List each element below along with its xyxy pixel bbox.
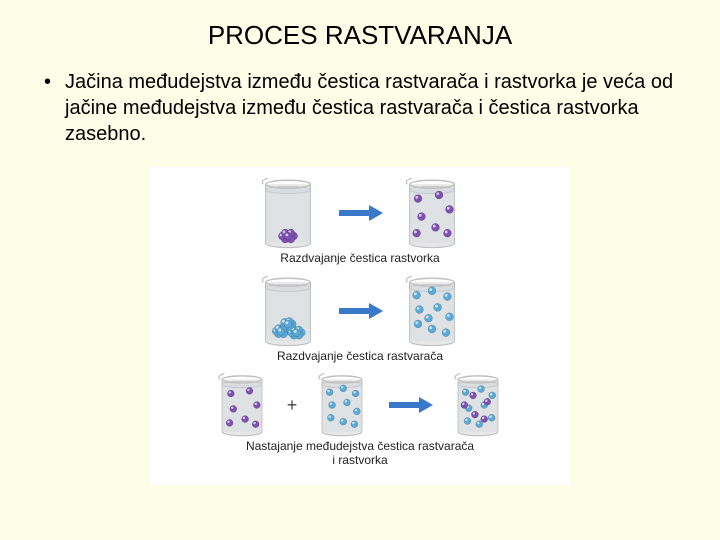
arrow-icon xyxy=(387,395,433,415)
beaker-solvent-packed xyxy=(253,275,323,347)
figure-area: Razdvajanje čestica rastvorka Razdvajanj… xyxy=(150,167,570,485)
figure-caption: Razdvajanje čestica rastvorka xyxy=(170,251,550,265)
plus-icon: + xyxy=(287,395,298,416)
figure-row xyxy=(170,177,550,249)
beaker-mixed xyxy=(447,373,509,437)
beaker-solvent-dispersed xyxy=(311,373,373,437)
bullet-item: • Jačina međudejstva između čestica rast… xyxy=(40,69,680,147)
figure-caption: Razdvajanje čestica rastvarača xyxy=(170,349,550,363)
slide-title: PROCES RASTVARANJA xyxy=(40,20,680,51)
arrow-icon xyxy=(337,301,383,321)
arrow-icon xyxy=(337,203,383,223)
figure-caption: Nastajanje međudejstva čestica rastvarač… xyxy=(170,439,550,467)
beaker-solvent-dispersed xyxy=(397,275,467,347)
bullet-text: Jačina međudejstva između čestica rastva… xyxy=(65,69,680,147)
figure-row: + xyxy=(170,373,550,437)
figure-row xyxy=(170,275,550,347)
beaker-solute-dispersed xyxy=(211,373,273,437)
beaker-solute-dispersed xyxy=(397,177,467,249)
beaker-solute-packed xyxy=(253,177,323,249)
bullet-marker: • xyxy=(44,69,51,95)
